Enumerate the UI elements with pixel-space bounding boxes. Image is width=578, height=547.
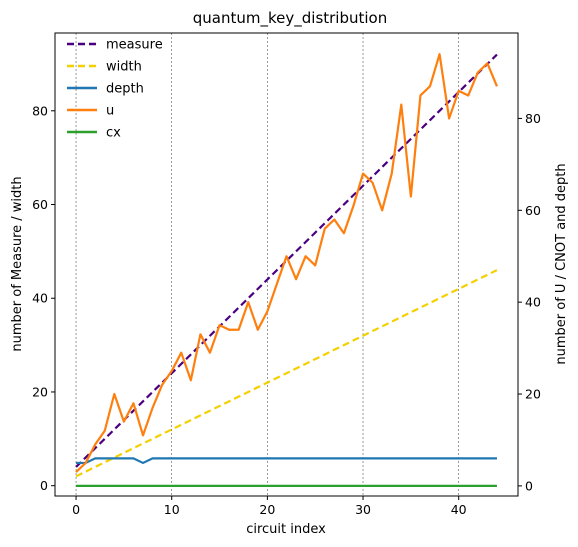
x-axis-ticks: 0 10 20 30 40 [72,496,467,517]
x-tick-label: 40 [451,502,467,517]
y-left-tick-label: 20 [32,384,48,399]
y-right-tick-label: 40 [525,295,541,310]
y-left-tick-label: 40 [32,291,48,306]
y-right-tick-label: 20 [525,387,541,402]
plot-frame [54,32,519,497]
y-left-tick-label: 0 [40,478,48,493]
y-left-axis-label: number of Measure / width [10,176,25,351]
series-line-depth [76,457,497,465]
y-left-axis-ticks: 0 20 40 60 80 [32,103,55,493]
legend-label-cx: cx [106,126,121,141]
x-tick-label: 10 [164,502,180,517]
series-line-width [75,269,498,478]
x-tick-label: 20 [259,502,275,517]
y-right-tick-label: 60 [525,203,541,218]
x-tick-label: 30 [355,502,371,517]
x-tick-label: 0 [72,502,80,517]
y-right-axis-label: number of U / CNOT and depth [554,163,569,364]
legend-label-width: width [106,60,142,75]
series-lines [75,53,498,487]
y-left-tick-label: 60 [32,197,48,212]
chart-title: quantum_key_distribution [193,9,387,28]
series-line-u [75,53,498,473]
legend-label-measure: measure [106,38,163,53]
y-right-tick-label: 0 [525,478,533,493]
legend-label-u: u [106,104,114,119]
y-right-tick-label: 80 [525,111,541,126]
y-left-tick-label: 80 [32,103,48,118]
y-right-axis-ticks: 0 20 40 60 80 [518,111,541,493]
x-axis-label: circuit index [246,522,326,537]
legend-label-depth: depth [106,82,144,97]
legend: measure width depth u cx [67,38,163,141]
